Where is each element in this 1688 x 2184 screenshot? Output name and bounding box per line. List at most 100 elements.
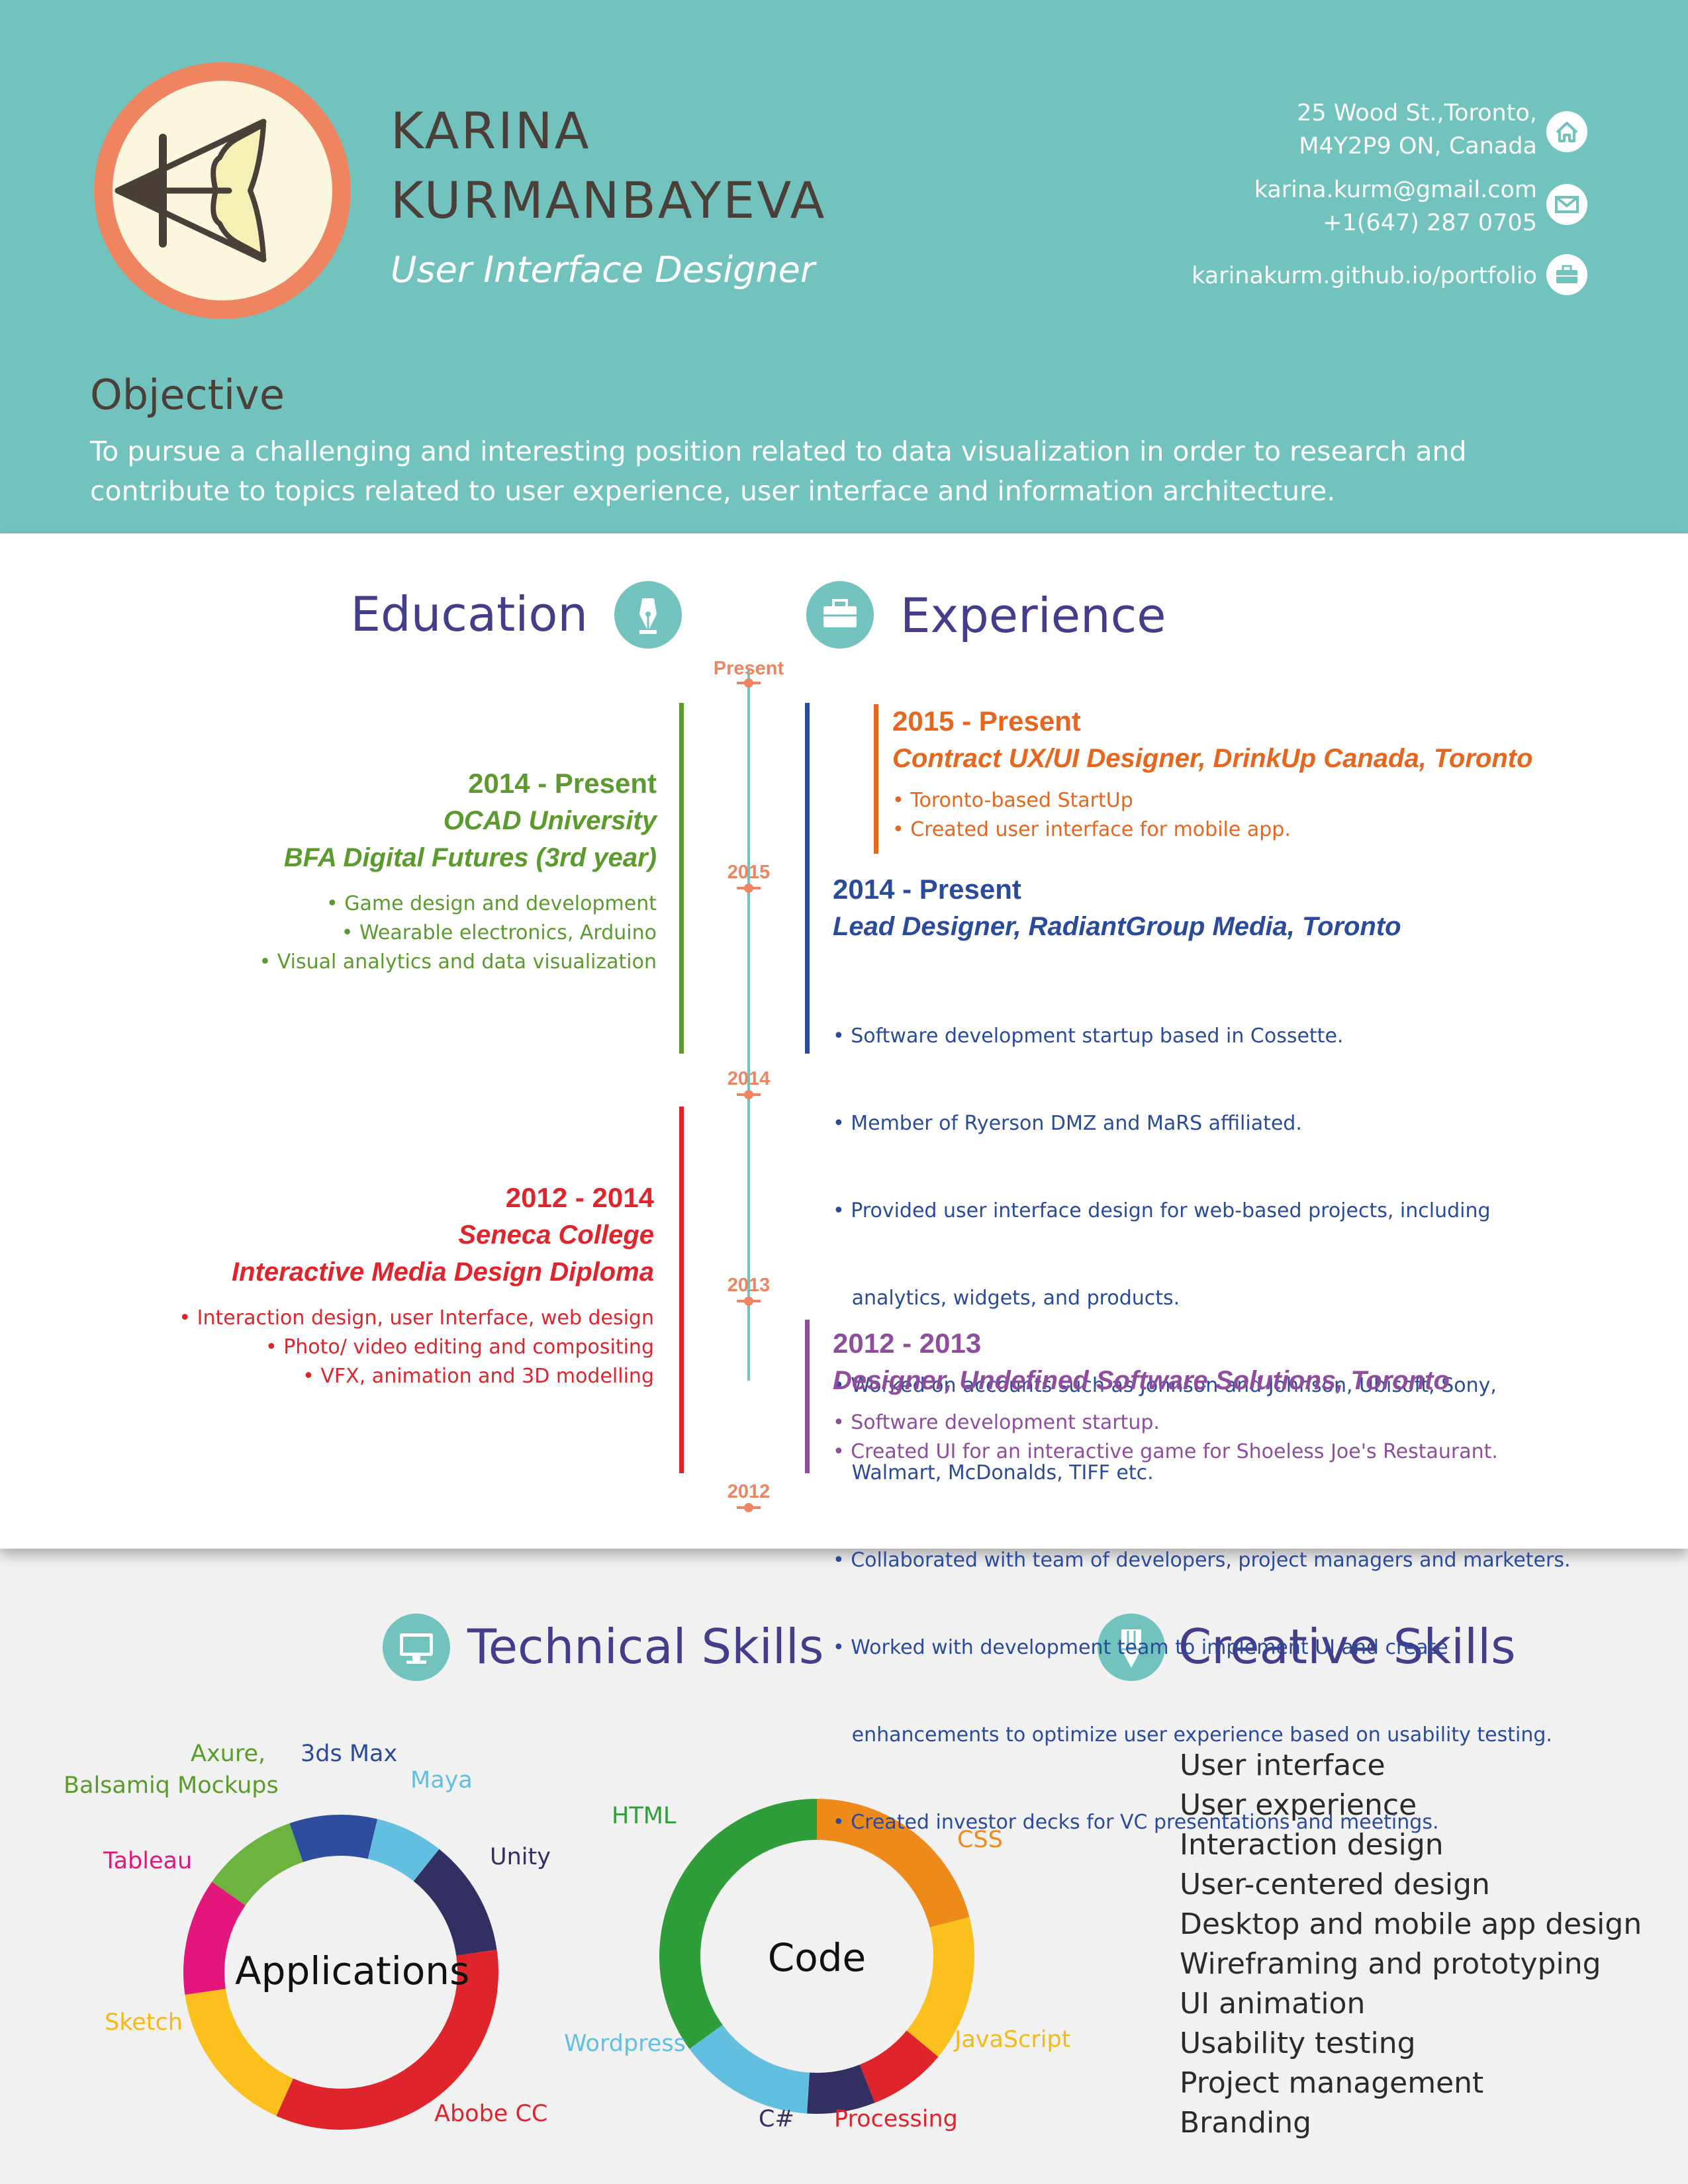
bullet-item: • Created user interface for mobile app. <box>892 818 1291 841</box>
bullet-item: • Interaction design, user Interface, we… <box>179 1306 654 1330</box>
creative-skill-item: Usability testing <box>1180 2026 1416 2060</box>
objective-title: Objective <box>90 371 285 419</box>
bullet-item: analytics, widgets, and products. <box>833 1287 1180 1310</box>
experience-title: Experience <box>900 588 1166 643</box>
skill-label-unity: Unity <box>490 1844 551 1870</box>
bullet-item: • Member of Ryerson DMZ and MaRS affilia… <box>833 1112 1302 1135</box>
skill-label-html: HTML <box>612 1803 677 1829</box>
skill-label-sketch: Sketch <box>105 2009 183 2036</box>
technical-skills-title: Technical Skills <box>467 1619 824 1674</box>
objective-line: To pursue a challenging and interesting … <box>90 435 1467 467</box>
skill-label-css: CSS <box>957 1827 1003 1853</box>
briefcase-icon <box>1546 254 1587 295</box>
creative-skill-item: Project management <box>1180 2066 1484 2100</box>
creative-skill-item: Branding <box>1180 2106 1312 2140</box>
experience-entry: 2012 - 2013 Designer, Undefined Software… <box>833 1325 1498 1467</box>
experience-title: Designer, Undefined Software Solutions, … <box>833 1366 1450 1395</box>
year-dot <box>744 1503 753 1512</box>
education-entry: 2012 - 2014 Seneca College Interactive M… <box>179 1179 654 1391</box>
objective-text: To pursue a challenging and interesting … <box>90 432 1546 511</box>
education-bar-ocad <box>679 703 684 1054</box>
website-link[interactable]: karinakurm.github.io/portfolio <box>1192 263 1537 289</box>
timeline-section: Education Experience Present 2015 2014 2… <box>0 533 1688 1834</box>
education-bullets: • Game design and development • Wearable… <box>259 889 657 977</box>
experience-bullets: • Software development startup. • Create… <box>833 1408 1498 1467</box>
experience-years: 2012 - 2013 <box>833 1328 982 1359</box>
applications-center-label: Applications <box>235 1948 470 1993</box>
donut-segment-tableau <box>183 1882 246 1995</box>
creative-skill-item: Desktop and mobile app design <box>1180 1907 1642 1941</box>
creative-skill-item: User-centered design <box>1180 1868 1490 1901</box>
bullet-item: enhancements to optimize user experience… <box>833 1723 1552 1747</box>
year-dot <box>744 1297 753 1306</box>
year-label-present: Present <box>713 658 784 679</box>
donut-segment-css <box>817 1799 970 1928</box>
bullet-item: • Software development startup. <box>833 1411 1160 1434</box>
creative-skill-item: User experience <box>1180 1788 1417 1822</box>
mail-icon <box>1546 184 1587 225</box>
education-school: OCAD University <box>443 806 657 835</box>
timeline-axis <box>747 670 750 1381</box>
donut-segment-abobe-cc <box>276 1950 498 2130</box>
bullet-item: • Collaborated with team of developers, … <box>833 1549 1571 1572</box>
donut-segment-unity <box>413 1848 497 1956</box>
bullet-item: • Software development startup based in … <box>833 1024 1344 1048</box>
education-degree: Interactive Media Design Diploma <box>232 1257 654 1287</box>
bullet-item: • Worked with development team to implem… <box>833 1636 1448 1659</box>
education-years: 2014 - Present <box>468 768 657 799</box>
experience-bar-radiant <box>805 703 810 1054</box>
skill-label-balsamiq: Balsamiq Mockups <box>64 1772 279 1799</box>
address: 25 Wood St.,Toronto, M4Y2P9 ON, Canada <box>1297 97 1537 163</box>
creative-skills-list: User interface User experience Interacti… <box>1180 1746 1642 2143</box>
year-label-2014: 2014 <box>727 1068 771 1089</box>
education-years: 2012 - 2014 <box>505 1182 654 1213</box>
year-dot <box>744 884 753 893</box>
donut-segment-c <box>807 2064 875 2114</box>
home-icon <box>1546 111 1587 152</box>
logo-icon <box>94 62 351 319</box>
creative-skill-item: UI animation <box>1180 1987 1366 2021</box>
education-bar-seneca <box>679 1107 684 1473</box>
skill-label-text: Axure, <box>191 1741 266 1767</box>
experience-bar-undefined <box>805 1320 810 1473</box>
education-bullets: • Interaction design, user Interface, we… <box>179 1304 654 1391</box>
skill-label-3dsmax: 3ds Max <box>301 1741 398 1767</box>
experience-entry: 2014 - Present Lead Designer, RadiantGro… <box>833 871 1571 1895</box>
phone-number: +1(647) 287 0705 <box>1323 210 1537 236</box>
code-donut-chart <box>659 1799 974 2114</box>
last-name: KURMANBAYEVA <box>391 171 827 230</box>
skill-label-maya: Maya <box>410 1767 473 1794</box>
bullet-item: • Wearable electronics, Arduino <box>341 921 657 944</box>
bullet-item: • Provided user interface design for web… <box>833 1199 1491 1222</box>
objective-line: contribute to topics related to user exp… <box>90 475 1336 507</box>
donut-segment-axure <box>212 1823 303 1906</box>
experience-bullets: • Toronto-based StartUp • Created user i… <box>892 786 1533 844</box>
email-link[interactable]: karina.kurm@gmail.com <box>1254 177 1537 203</box>
experience-years: 2014 - Present <box>833 874 1021 905</box>
address-line2: M4Y2P9 ON, Canada <box>1299 133 1537 159</box>
year-label-2015: 2015 <box>727 862 771 883</box>
bullet-item: Walmart, McDonalds, TIFF etc. <box>833 1461 1154 1484</box>
skill-label-javascript: JavaScript <box>955 2026 1071 2053</box>
bullet-item: • Visual analytics and data visualizatio… <box>259 950 657 974</box>
monitor-icon <box>383 1614 450 1681</box>
first-name: KARINA <box>391 101 591 160</box>
bullet-item: • Created UI for an interactive game for… <box>833 1440 1498 1463</box>
experience-bar-drinkup <box>874 704 878 854</box>
donut-segment-wordpress <box>689 2025 810 2114</box>
experience-bullets: • Software development startup based in … <box>833 964 1571 1895</box>
donut-segment-html <box>659 1799 817 2049</box>
experience-title: Lead Designer, RadiantGroup Media, Toron… <box>833 912 1401 941</box>
skill-label-csharp: C# <box>759 2106 794 2132</box>
skill-label-adobe: Abobe CC <box>434 2101 548 2127</box>
contact-info: karina.kurm@gmail.com +1(647) 287 0705 <box>1254 173 1537 240</box>
year-label-2013: 2013 <box>727 1275 771 1296</box>
skills-section: Technical Skills Creative Skills Applica… <box>0 1549 1688 2184</box>
bullet-item: • Created investor decks for VC presenta… <box>833 1811 1439 1834</box>
skill-label-processing: Processing <box>834 2106 958 2132</box>
skill-label-wordpress: Wordpress <box>564 2030 686 2057</box>
code-center-label: Code <box>767 1935 867 1980</box>
bullet-item: • Toronto-based StartUp <box>892 789 1133 812</box>
creative-skill-item: User interface <box>1180 1749 1385 1782</box>
bullet-item: • VFX, animation and 3D modelling <box>303 1365 654 1388</box>
